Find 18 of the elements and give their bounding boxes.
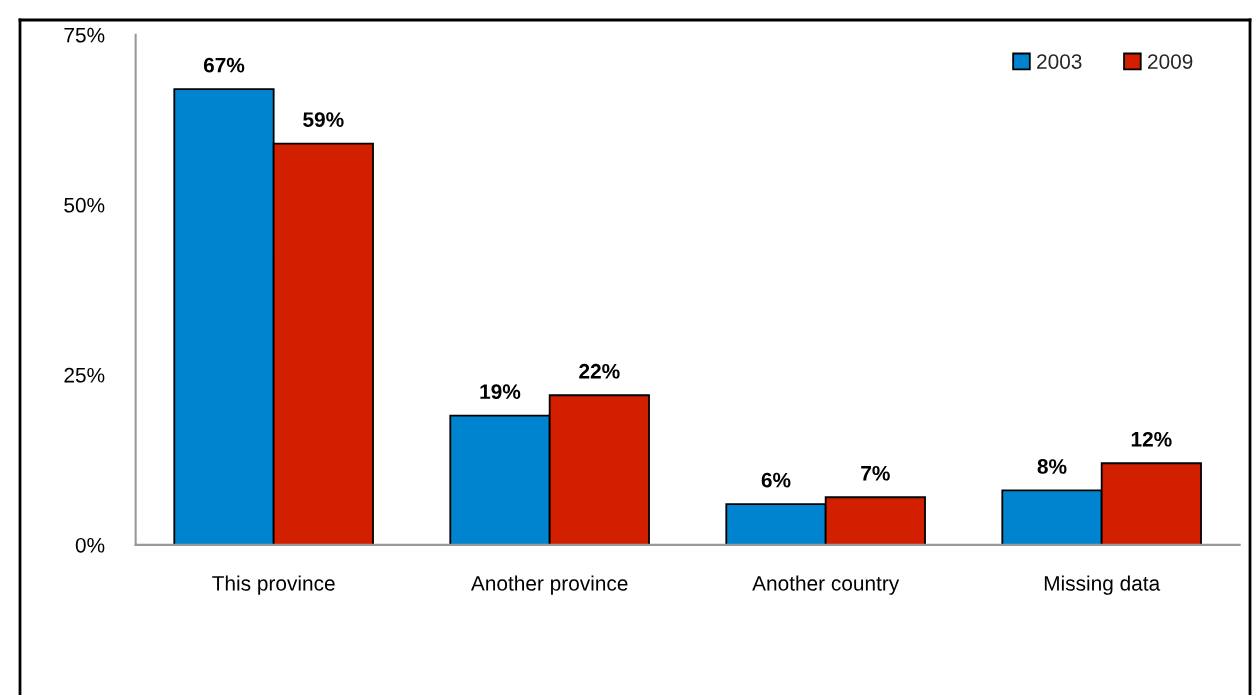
x-tick-label: Another province — [470, 575, 628, 595]
data-label: 19% — [480, 384, 521, 400]
data-label: 8% — [1037, 459, 1067, 474]
data-label: 7% — [861, 465, 890, 481]
data-label: 22% — [579, 363, 620, 379]
data-label: 59% — [303, 112, 344, 127]
legend-label: 2003 — [1037, 54, 1082, 69]
y-tick-label: 0% — [75, 537, 105, 553]
y-tick-label: 75% — [64, 27, 105, 43]
x-tick-label: Another country — [752, 575, 900, 595]
y-tick-label: 25% — [64, 367, 105, 383]
data-label: 12% — [1131, 431, 1172, 447]
legend-label: 2009 — [1148, 54, 1193, 69]
x-tick-label: Missing data — [1044, 575, 1161, 595]
x-tick-label: This province — [212, 575, 335, 595]
data-label: 6% — [761, 472, 791, 488]
y-tick-label: 50% — [64, 197, 105, 213]
data-label: 67% — [203, 57, 245, 73]
